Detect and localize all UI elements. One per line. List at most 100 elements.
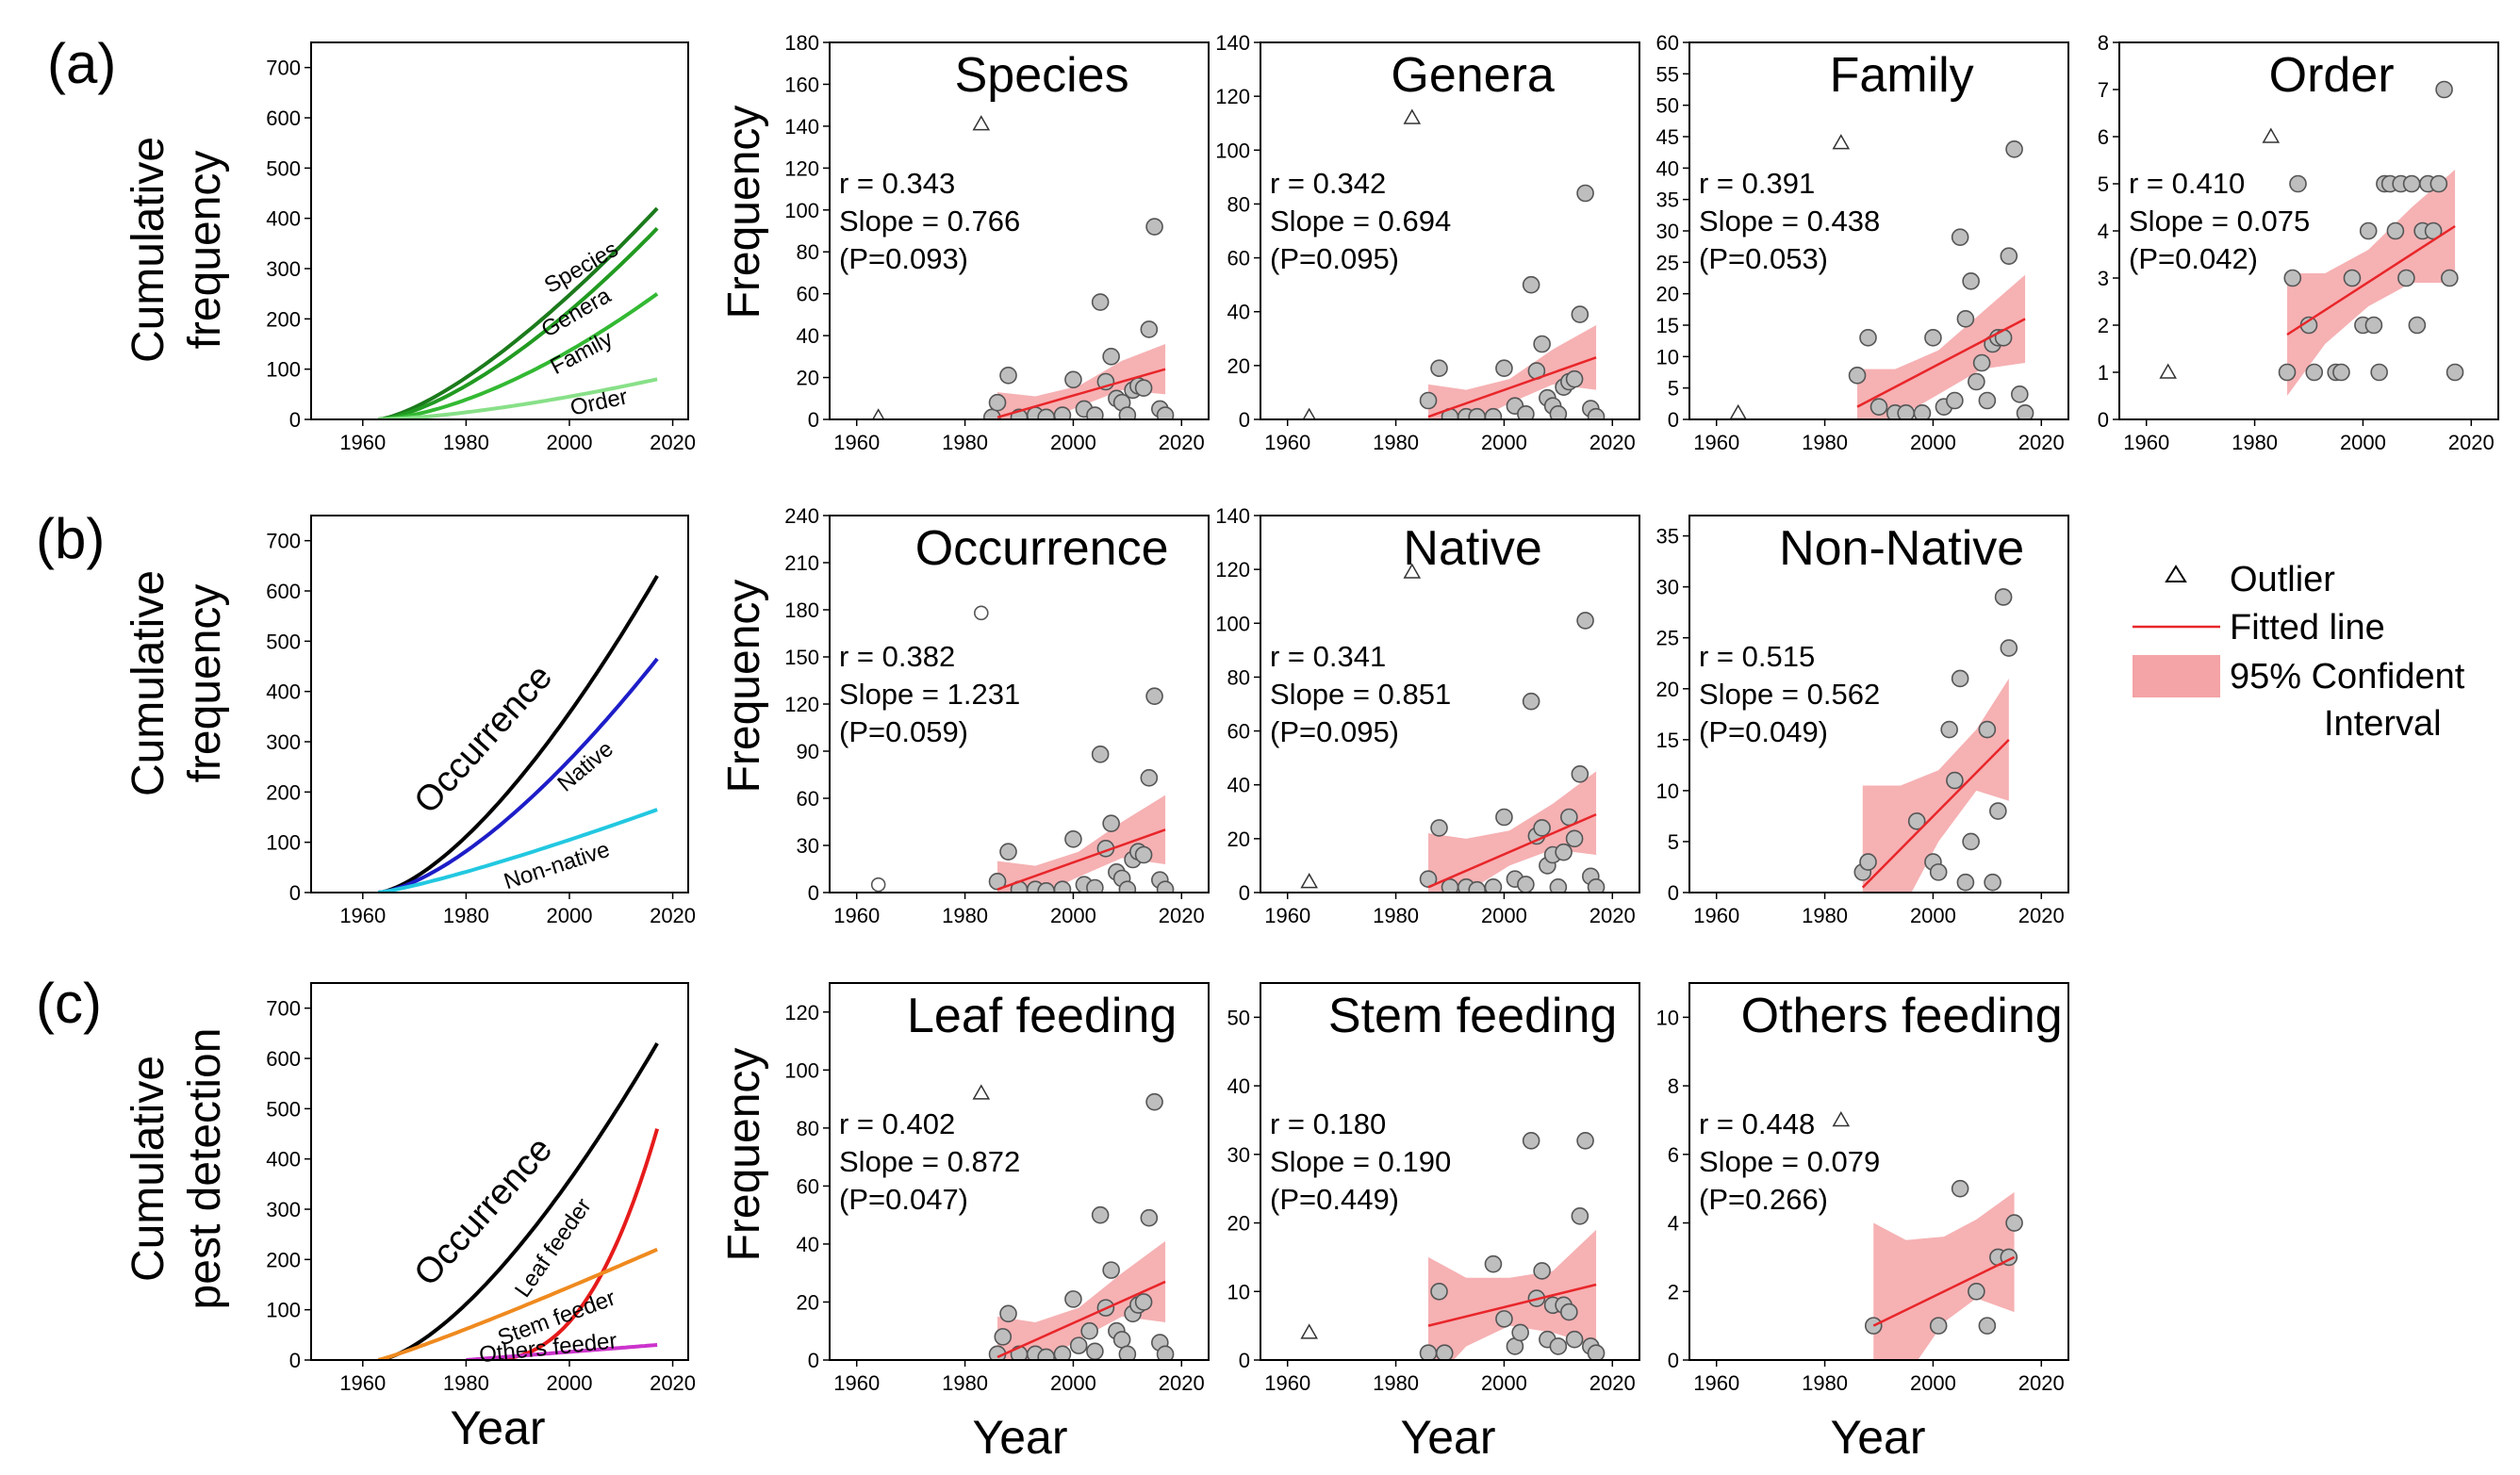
y-tick-label: 20: [1227, 354, 1250, 378]
data-point: [1907, 812, 1926, 830]
data-point: [1419, 391, 1438, 410]
y-tick-label: 8: [1668, 1074, 1679, 1098]
data-point: [1571, 1206, 1589, 1225]
data-point: [1859, 329, 1877, 347]
y-tick-label: 25: [1656, 251, 1679, 274]
x-tick-label: 1960: [833, 1371, 880, 1395]
ylabel-frequency-b: Frequency: [719, 580, 769, 794]
data-point: [1522, 1131, 1540, 1150]
y-tick-label: 0: [289, 408, 301, 432]
data-point: [2435, 80, 2453, 99]
panel-title: Stem feeding: [1328, 989, 1617, 1043]
chart-a-cum: SpeciesGeneraFamilyOrder0100200300400500…: [266, 41, 696, 454]
y-tick-label: 500: [266, 156, 301, 180]
outlier-point: [1300, 1323, 1318, 1339]
data-point: [1533, 335, 1551, 353]
data-point: [1495, 359, 1513, 378]
data-point: [1549, 404, 1568, 419]
y-tick-label: 300: [266, 1198, 301, 1221]
y-tick-label: 120: [1215, 558, 1250, 582]
data-point: [1946, 771, 1964, 790]
ylabel-c-line2: pest detection: [180, 1028, 230, 1310]
y-tick-label: 3: [2098, 267, 2109, 290]
legend-ci-label-line2: Interval: [2324, 704, 2442, 744]
data-point: [1484, 1254, 1503, 1273]
outlier-point: [972, 1084, 991, 1100]
stat-text: Slope = 0.562: [1699, 678, 1880, 711]
fitted-line: [2286, 224, 2456, 336]
y-tick-label: 180: [784, 31, 819, 55]
x-tick-label: 1960: [1264, 431, 1310, 454]
axes-frame: [310, 41, 689, 420]
y-tick-label: 140: [1215, 504, 1250, 528]
data-point: [1156, 406, 1175, 419]
outlier-point: [1403, 108, 1422, 124]
stat-text: (P=0.047): [839, 1183, 968, 1216]
ylabel-a-line2: frequency: [180, 151, 230, 350]
stat-text: Slope = 0.766: [839, 205, 1020, 238]
stat-text: (P=0.093): [839, 242, 968, 275]
y-tick-label: 150: [784, 646, 819, 669]
y-tick-label: 700: [266, 997, 301, 1021]
chart-a-family: Family r = 0.391 Slope = 0.438 (P=0.053) 0 5 1…: [1656, 31, 2069, 454]
y-tick-label: 40: [797, 1233, 819, 1256]
data-point: [2370, 363, 2388, 382]
outlier-point: [871, 408, 885, 419]
data-point: [1102, 348, 1120, 366]
y-tick-label: 140: [1215, 31, 1250, 55]
series-label: Leaf feeder: [510, 1194, 597, 1303]
data-point: [988, 873, 1007, 891]
chart-a-species: Species r = 0.343 Slope = 0.766 (P=0.093) 0 2…: [784, 31, 1210, 454]
data-point: [1848, 367, 1867, 385]
y-tick-label: 40: [1656, 156, 1679, 180]
data-point: [1091, 746, 1110, 763]
y-tick-label: 20: [797, 1290, 819, 1314]
data-point: [1468, 880, 1487, 893]
x-tick-label: 2020: [1589, 431, 1636, 454]
data-point: [2343, 269, 2362, 287]
y-tick-label: 0: [1668, 1349, 1679, 1372]
y-tick-label: 20: [797, 367, 819, 390]
fitted-line: [1872, 1255, 2016, 1327]
data-point: [2283, 269, 2302, 287]
data-point: [1571, 305, 1589, 323]
x-tick-label: 2020: [1589, 1371, 1636, 1395]
y-tick-label: 60: [797, 1174, 819, 1198]
series-line: [377, 574, 659, 893]
y-tick-label: 200: [266, 1248, 301, 1271]
data-point: [2289, 174, 2307, 193]
y-tick-label: 5: [2098, 172, 2109, 196]
y-tick-label: 20: [1227, 828, 1250, 851]
series-label: Occurrence: [407, 657, 561, 821]
data-point: [1549, 877, 1568, 893]
data-point: [2364, 316, 2383, 335]
plot-area-c-stem: [1300, 1131, 1606, 1360]
data-point: [1118, 880, 1137, 893]
data-point: [1517, 404, 1535, 419]
x-tick-label: 2020: [650, 1371, 696, 1395]
y-tick-label: 0: [1239, 408, 1250, 432]
data-point: [1587, 877, 1606, 893]
y-tick-label: 160: [784, 73, 819, 96]
data-point: [1533, 1262, 1551, 1280]
y-tick-label: 40: [1227, 1074, 1250, 1098]
x-tick-label: 2000: [1910, 1371, 1956, 1395]
data-point: [1156, 1345, 1175, 1360]
panel-title: Genera: [1391, 48, 1555, 103]
data-point: [2011, 385, 2029, 403]
y-tick-label: 300: [266, 730, 301, 754]
ylabel-frequency-c: Frequency: [719, 1048, 769, 1262]
y-tick-label: 240: [784, 504, 819, 528]
series-line: [378, 226, 659, 419]
y-tick-label: 180: [784, 598, 819, 622]
data-point: [1946, 391, 1964, 410]
data-point: [2005, 1214, 2023, 1232]
data-point: [1951, 228, 1969, 246]
x-tick-label: 2000: [1910, 904, 1956, 927]
x-tick-label: 2020: [2018, 431, 2065, 454]
data-point: [2332, 363, 2350, 382]
series-line: [377, 1041, 659, 1360]
data-point: [2005, 140, 2023, 158]
data-point: [999, 367, 1017, 385]
